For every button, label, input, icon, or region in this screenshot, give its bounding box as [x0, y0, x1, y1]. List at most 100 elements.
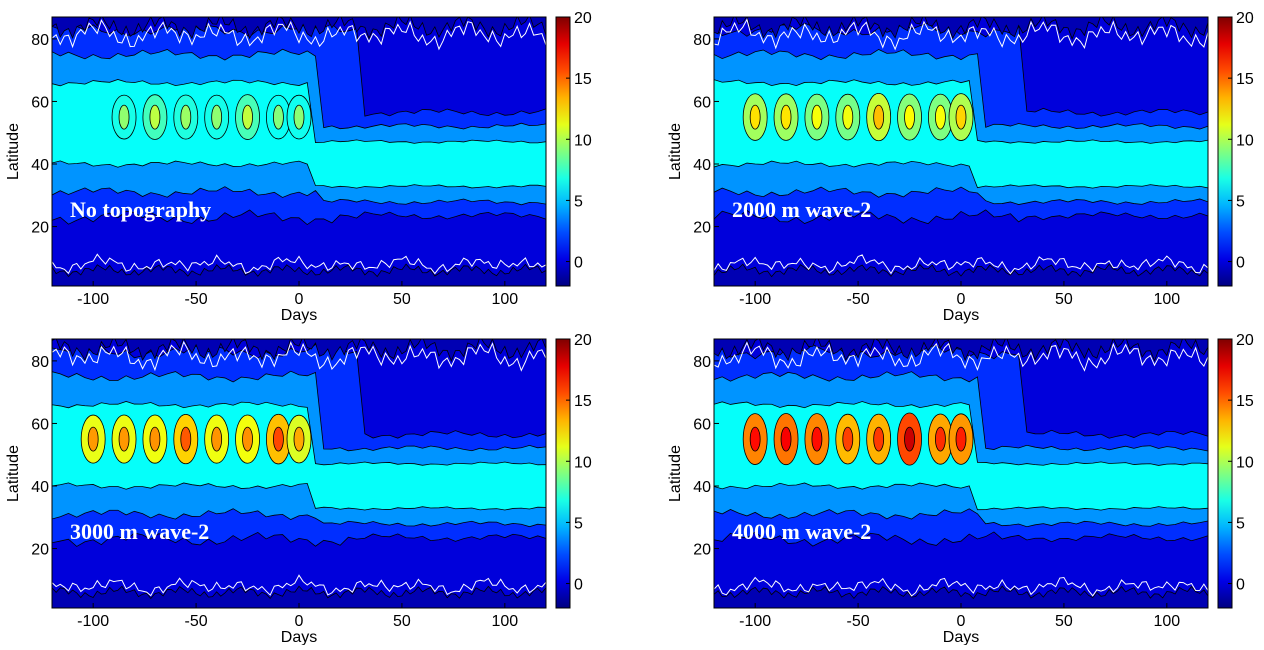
x-tick-label: 100 — [1153, 291, 1180, 308]
x-tick-label: 100 — [1153, 613, 1180, 630]
zero-contour — [52, 574, 546, 597]
contour-blob — [149, 104, 161, 130]
y-tick-label: 60 — [31, 416, 49, 433]
x-tick-label: 0 — [957, 291, 966, 308]
x-tick-label: -100 — [77, 613, 109, 630]
annotation: 3000 m wave-2 — [70, 519, 209, 544]
y-tick-label: 40 — [693, 479, 711, 496]
y-tick-label: 60 — [693, 416, 711, 433]
x-tick-label: 50 — [1055, 291, 1073, 308]
x-tick-label: 100 — [491, 613, 518, 630]
colorbar-tick-label: 0 — [1236, 577, 1245, 594]
contour-field — [714, 339, 1208, 608]
colorbar-tick-label: 15 — [1236, 71, 1254, 88]
y-axis-label: Latitude — [667, 123, 684, 180]
zero-contour — [714, 18, 1208, 51]
x-tick-label: -100 — [739, 291, 771, 308]
contour-blob — [749, 426, 761, 452]
x-tick-label: 0 — [295, 613, 304, 630]
contour-blob — [811, 104, 823, 130]
annotation: No topography — [70, 197, 211, 222]
colorbar-tick-label: 20 — [574, 332, 592, 349]
x-axis-label: Days — [281, 307, 317, 324]
colorbar-tick-label: 10 — [1236, 454, 1254, 471]
y-tick-label: 80 — [31, 32, 49, 49]
y-tick-label: 80 — [693, 32, 711, 49]
y-tick-label: 40 — [31, 157, 49, 174]
contour-blob — [955, 426, 967, 452]
contour-band — [52, 17, 546, 40]
zero-contour — [714, 576, 1208, 597]
x-axis-label: Days — [943, 629, 979, 645]
contour-band — [52, 263, 546, 286]
y-axis-label: Latitude — [5, 445, 22, 502]
x-tick-label: 50 — [393, 291, 411, 308]
annotation: 4000 m wave-2 — [732, 519, 871, 544]
contour-blob — [293, 426, 305, 452]
y-axis-label: Latitude — [667, 445, 684, 502]
contour-blob — [811, 426, 823, 452]
y-tick-label: 60 — [693, 94, 711, 111]
y-tick-label: 40 — [693, 157, 711, 174]
contour-band — [714, 585, 1208, 608]
x-tick-label: -50 — [185, 613, 208, 630]
colorbar-tick-label: 0 — [574, 255, 583, 272]
colorbar — [555, 16, 571, 287]
contour-blob — [873, 104, 885, 130]
colorbar-tick-label: 5 — [574, 515, 583, 532]
contour-blob — [87, 426, 99, 452]
colorbar-tick-label: 5 — [574, 193, 583, 210]
contour-blob — [904, 104, 915, 130]
colorbar-tick-label: 5 — [1236, 515, 1245, 532]
contour-field — [52, 17, 546, 286]
colorbar-tick-label: 10 — [574, 132, 592, 149]
x-axis-label: Days — [943, 307, 979, 324]
colorbar-tick-label: 10 — [574, 454, 592, 471]
contour-band — [714, 17, 1208, 40]
contour-blob — [242, 426, 253, 452]
contour-blob — [780, 104, 792, 130]
y-tick-label: 80 — [31, 354, 49, 371]
y-tick-label: 20 — [693, 542, 711, 559]
zero-contour — [52, 19, 546, 51]
zero-contour — [714, 254, 1208, 275]
x-tick-label: -100 — [77, 291, 109, 308]
contour-blob — [118, 426, 130, 452]
x-tick-label: 50 — [1055, 613, 1073, 630]
colorbar — [555, 338, 571, 609]
contour-blob — [904, 426, 915, 452]
contour-blob — [873, 426, 885, 452]
colorbar — [1217, 16, 1233, 287]
colorbar-tick-label: 15 — [1236, 393, 1254, 410]
contour-band — [714, 339, 1208, 362]
x-tick-label: -50 — [185, 291, 208, 308]
contour-blob — [293, 104, 305, 130]
contour-blob — [180, 426, 192, 452]
colorbar-tick-label: 20 — [1236, 10, 1254, 27]
contour-field — [714, 17, 1208, 286]
contour-band — [52, 339, 546, 362]
contour-blob — [149, 426, 161, 452]
contour-blob — [211, 104, 223, 130]
x-tick-label: -50 — [847, 613, 870, 630]
contour-blob — [935, 426, 946, 452]
contour-blob — [211, 426, 223, 452]
contour-blob — [749, 104, 761, 130]
contour-blob — [118, 104, 130, 130]
contour-blob — [955, 104, 967, 130]
contour-blob — [180, 104, 192, 130]
x-tick-label: 100 — [491, 291, 518, 308]
zero-contour — [52, 253, 546, 275]
y-tick-label: 80 — [693, 354, 711, 371]
contour-blob — [935, 104, 946, 130]
zero-contour — [714, 341, 1208, 372]
colorbar-tick-label: 5 — [1236, 193, 1245, 210]
y-tick-label: 20 — [693, 220, 711, 237]
colorbar-tick-label: 0 — [1236, 255, 1245, 272]
contour-blob — [273, 104, 284, 130]
contour-band — [52, 585, 546, 608]
contour-blob — [780, 426, 792, 452]
x-tick-label: 50 — [393, 613, 411, 630]
contour-blob — [273, 426, 284, 452]
x-axis-label: Days — [281, 629, 317, 645]
